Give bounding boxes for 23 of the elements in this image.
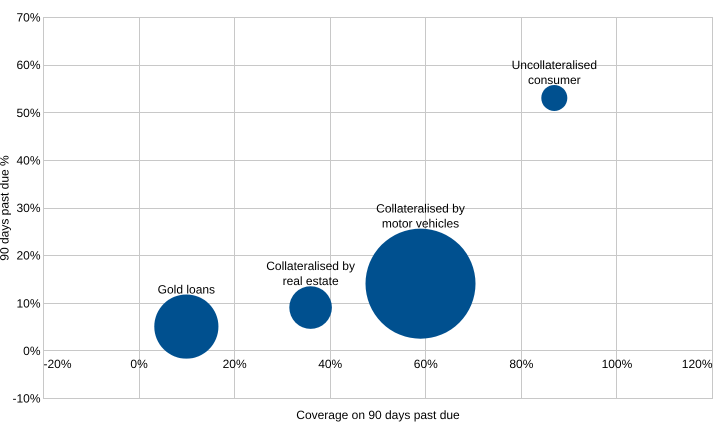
x-tick-label: 20% [222, 356, 247, 371]
x-tick-label: -20% [44, 356, 72, 371]
y-tick-label: 0% [23, 344, 41, 358]
x-tick-label: 100% [602, 356, 633, 371]
x-tick-label: 40% [318, 356, 343, 371]
x-axis-title: Coverage on 90 days past due [296, 408, 460, 422]
x-tick-label: 120% [682, 356, 713, 371]
series-label: Collateralised by motor vehicles [376, 202, 465, 231]
y-tick-label: 20% [16, 248, 41, 263]
series-label: Uncollateralised consumer [512, 58, 597, 87]
series-label: Gold loans [158, 282, 216, 296]
series-label: Collateralised by real estate [266, 259, 355, 288]
y-axis-title: 90 days past due % [0, 154, 12, 261]
y-tick-label: 60% [16, 58, 41, 72]
y-tick-label: 70% [16, 10, 41, 24]
y-tick-label: 50% [16, 106, 41, 120]
y-tick-label: 40% [16, 153, 41, 168]
y-tick-label: -10% [12, 392, 41, 406]
x-tick-label: 0% [130, 356, 148, 371]
y-tick-label: 30% [16, 201, 41, 215]
x-tick-label: 80% [509, 356, 534, 371]
y-tick-label: 10% [16, 296, 41, 310]
x-tick-label: 60% [414, 356, 438, 371]
